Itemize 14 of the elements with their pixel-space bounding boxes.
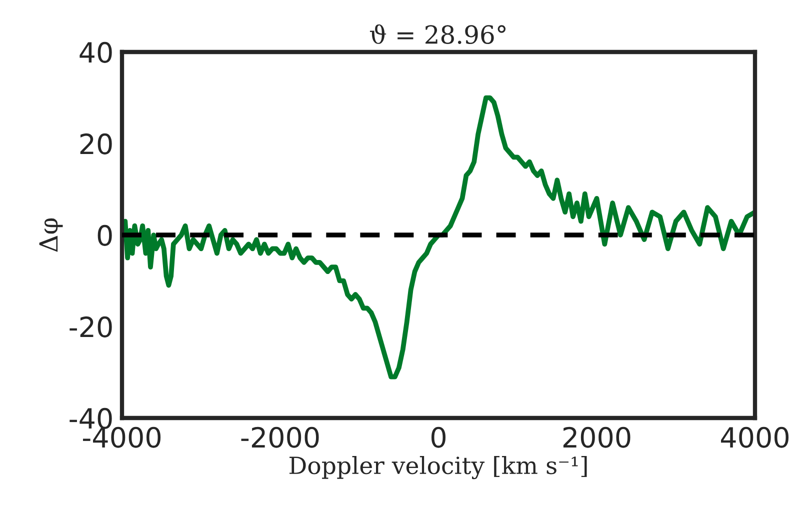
x-tick-label: -2000 — [241, 426, 319, 448]
x-tick-label: 4000 — [721, 426, 788, 448]
x-tick-label: 2000 — [563, 426, 630, 448]
x-tick-label: 0 — [431, 426, 446, 448]
x-axis-title: Doppler velocity [km s⁻¹] — [290, 456, 587, 480]
y-tick-label: 0 — [98, 224, 112, 246]
x-tick-label: -4000 — [83, 426, 161, 448]
y-tick-label: 40 — [80, 42, 112, 63]
y-tick-label: -40 — [70, 408, 112, 429]
y-axis-title: Δφ — [39, 218, 63, 252]
y-tick-label: -20 — [70, 316, 112, 338]
line-series — [122, 95, 755, 380]
chart-title: ϑ = 28.96° — [370, 24, 506, 44]
y-tick-label: 20 — [80, 133, 112, 154]
